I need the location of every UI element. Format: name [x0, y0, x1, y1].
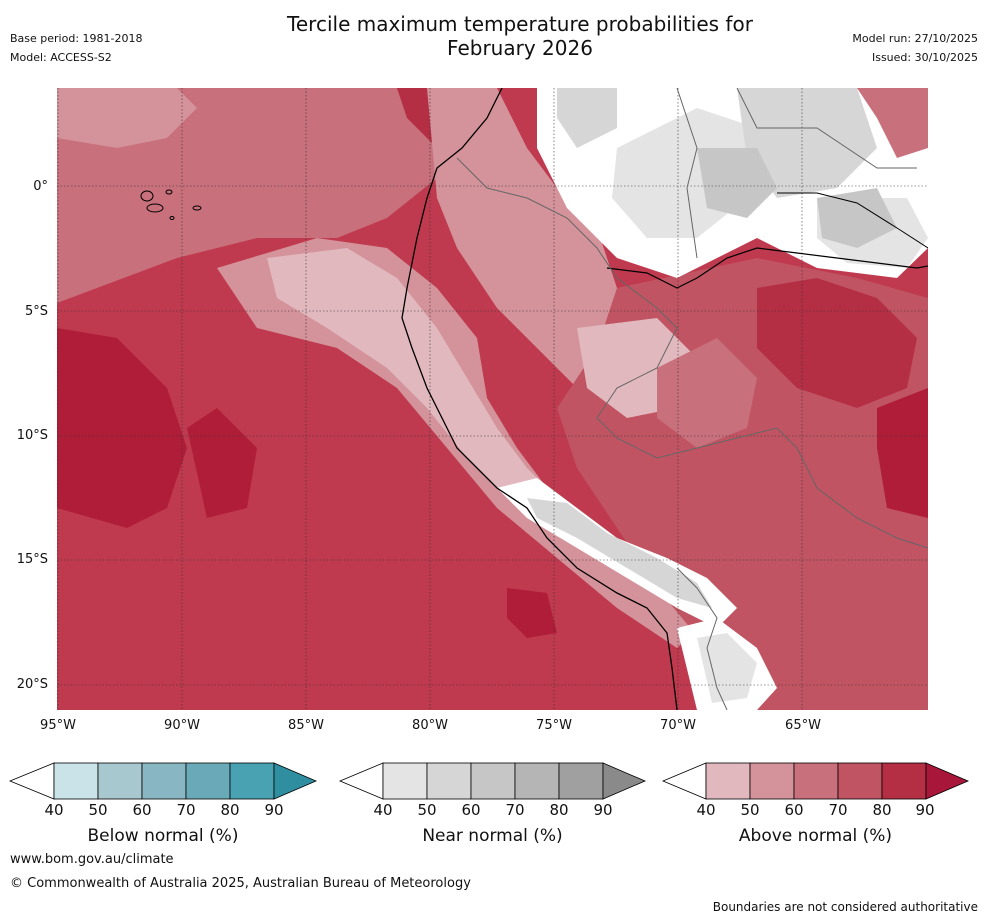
- river-line-north: [777, 192, 928, 249]
- y-tick-5s: 5°S: [24, 304, 48, 319]
- legend-near-swatch-60: [470, 762, 516, 800]
- coastal-light-region: [267, 248, 557, 508]
- legend-near-swatch-70: [514, 762, 560, 800]
- coast-near-normal-region: [527, 498, 712, 608]
- map-title-line1: Tercile maximum temperature probabilitie…: [287, 12, 753, 36]
- legend-near-swatch-40: [382, 762, 428, 800]
- legend-near-swatch-90: [602, 762, 647, 800]
- y-tick-10s: 10°S: [16, 428, 48, 443]
- graticule: [57, 88, 928, 710]
- issued-date: Issued: 30/10/2025: [871, 51, 978, 64]
- amazon-hotspot: [757, 278, 917, 408]
- legend-below-swatch-70: [185, 762, 231, 800]
- legend-below-swatch-90: [273, 762, 318, 800]
- x-tick-70w: 70°W: [660, 718, 696, 733]
- x-tick-85w: 85°W: [288, 718, 324, 733]
- near-normal-region-1: [557, 88, 617, 148]
- legend-near-tick-70: 70: [505, 801, 525, 819]
- west-ocean-hotspot-2: [187, 408, 257, 518]
- country-border-south: [676, 567, 728, 710]
- x-tick-75w: 75°W: [536, 718, 572, 733]
- legend-near-tick-90: 90: [593, 801, 613, 819]
- legend-above-tick-70: 70: [828, 801, 848, 819]
- y-tick-0: 0°: [33, 179, 48, 194]
- legend-below-swatch-50: [97, 762, 143, 800]
- country-border: [456, 157, 928, 549]
- map-title-line2: February 2026: [447, 36, 593, 60]
- legend-near-label: Near normal (%): [422, 826, 563, 846]
- legend-below-tick-60: 60: [132, 801, 152, 819]
- country-border-north: [676, 88, 698, 259]
- y-tick-15s: 15°S: [16, 552, 48, 567]
- y-tick-20s: 20°S: [16, 677, 48, 692]
- galapagos-islands: [140, 189, 202, 220]
- river-line: [606, 247, 928, 289]
- legend-above-swatch-60: [793, 762, 839, 800]
- legend-below-tick-70: 70: [176, 801, 196, 819]
- x-tick-95w: 95°W: [40, 718, 76, 733]
- legend-below-tick-40: 40: [44, 801, 64, 819]
- legend-above-tick-90: 90: [915, 801, 935, 819]
- x-tick-65w: 65°W: [785, 718, 821, 733]
- legend-near-tick-80: 80: [549, 801, 569, 819]
- country-border-northeast: [736, 88, 917, 169]
- south-ocean-hotspot: [507, 588, 557, 638]
- legend-above-swatch-40: [705, 762, 751, 800]
- legend-above-tick-80: 80: [872, 801, 892, 819]
- near-normal-region-3: [737, 88, 877, 198]
- legend-above-swatch-80: [881, 762, 927, 800]
- x-tick-90w: 90°W: [164, 718, 200, 733]
- map-title: Tercile maximum temperature probabilitie…: [0, 12, 988, 60]
- coastline: [401, 88, 678, 710]
- base-period: Base period: 1981-2018: [10, 32, 143, 45]
- northwest-light-region: [57, 88, 197, 148]
- legend-near-tick-60: 60: [461, 801, 481, 819]
- legend-near-swatch-50: [426, 762, 472, 800]
- legend-above-normal-bar: [661, 762, 970, 800]
- x-tick-80w: 80°W: [412, 718, 448, 733]
- near-normal-region-4: [697, 148, 777, 218]
- probability-map: [57, 88, 928, 710]
- legend-below-tick-50: 50: [88, 801, 108, 819]
- legend-above-tick-60: 60: [784, 801, 804, 819]
- boundary-disclaimer: Boundaries are not considered authoritat…: [712, 900, 978, 914]
- legend-below-label: Below normal (%): [87, 826, 239, 846]
- near-normal-region-6: [817, 188, 897, 248]
- south-near-normal-region: [697, 633, 757, 703]
- website-link[interactable]: www.bom.gov.au/climate: [10, 852, 174, 867]
- northeast-above-region: [857, 88, 928, 158]
- legend-near-tick-40: 40: [373, 801, 393, 819]
- legend-below-swatch-60: [141, 762, 187, 800]
- legend-above-swatch-90: [925, 762, 970, 800]
- legend-near-normal-bar: [338, 762, 647, 800]
- legend-above-swatch-70: [837, 762, 883, 800]
- west-ocean-hotspot: [57, 328, 187, 528]
- legend-below-tick-90: 90: [264, 801, 284, 819]
- legend-colorbars: [8, 762, 970, 800]
- legend-below-tick-80: 80: [220, 801, 240, 819]
- legend-near-tick-50: 50: [417, 801, 437, 819]
- model-name: Model: ACCESS-S2: [10, 51, 112, 64]
- legend-above-swatch-50: [749, 762, 795, 800]
- legend-below-swatch-80: [229, 762, 275, 800]
- inland-mid-region: [657, 338, 757, 448]
- legend-below-swatch-40: [53, 762, 99, 800]
- legend-above-tick-50: 50: [740, 801, 760, 819]
- copyright-notice: © Commonwealth of Australia 2025, Austra…: [10, 876, 471, 891]
- legend-above-tick-40: 40: [696, 801, 716, 819]
- east-hotspot: [877, 388, 928, 518]
- legend-above-label: Above normal (%): [738, 826, 893, 846]
- north-ocean-region: [57, 88, 487, 303]
- model-run: Model run: 27/10/2025: [852, 32, 978, 45]
- legend-near-swatch-80: [558, 762, 604, 800]
- legend-below-normal-bar: [8, 762, 318, 800]
